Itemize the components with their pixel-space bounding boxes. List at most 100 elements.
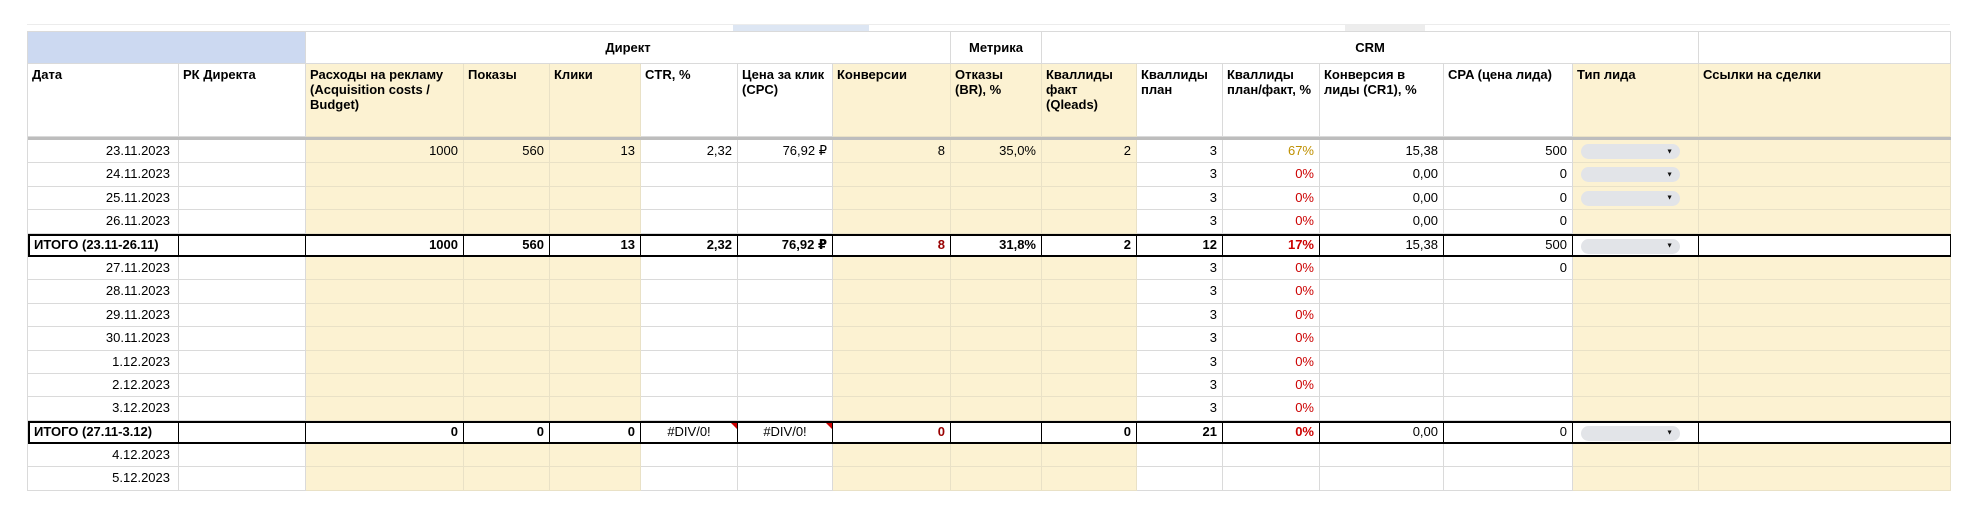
value-cell[interactable] xyxy=(550,327,641,351)
value-cell[interactable] xyxy=(1444,327,1573,351)
value-cell[interactable] xyxy=(833,397,951,421)
value-cell[interactable] xyxy=(1320,256,1444,281)
value-cell[interactable] xyxy=(1320,327,1444,351)
value-cell[interactable] xyxy=(1042,256,1137,281)
value-cell[interactable] xyxy=(1699,163,1951,187)
header-cell[interactable]: Дата xyxy=(28,64,179,137)
value-cell[interactable] xyxy=(179,280,306,304)
value-cell[interactable] xyxy=(1042,163,1137,187)
value-cell[interactable]: 35,0% xyxy=(951,140,1042,164)
value-cell[interactable] xyxy=(738,210,833,234)
value-cell[interactable] xyxy=(179,397,306,421)
header-cell[interactable]: Цена за клик (CPC) xyxy=(738,64,833,137)
value-cell[interactable] xyxy=(306,327,464,351)
value-cell[interactable] xyxy=(833,444,951,468)
value-cell[interactable] xyxy=(951,256,1042,281)
value-cell[interactable] xyxy=(1137,467,1223,491)
value-cell[interactable]: 2 xyxy=(1042,140,1137,164)
value-cell[interactable] xyxy=(464,256,550,281)
value-cell[interactable] xyxy=(951,210,1042,234)
value-cell[interactable] xyxy=(1699,373,1951,398)
value-cell[interactable] xyxy=(1320,280,1444,304)
value-cell[interactable] xyxy=(550,163,641,187)
value-cell[interactable] xyxy=(306,256,464,281)
value-cell[interactable] xyxy=(1137,444,1223,468)
value-cell[interactable] xyxy=(1223,444,1320,468)
value-cell[interactable] xyxy=(1699,210,1951,234)
value-cell[interactable] xyxy=(306,444,464,468)
value-cell[interactable] xyxy=(1699,467,1951,491)
value-cell[interactable] xyxy=(306,467,464,491)
value-cell[interactable] xyxy=(951,350,1042,374)
value-cell[interactable] xyxy=(1042,397,1137,421)
value-cell[interactable] xyxy=(641,327,738,351)
value-cell[interactable]: 0 xyxy=(1444,186,1573,211)
value-cell[interactable]: 0% xyxy=(1223,373,1320,398)
value-cell[interactable] xyxy=(179,256,306,281)
value-cell[interactable] xyxy=(641,256,738,281)
value-cell[interactable]: 3 xyxy=(1137,140,1223,164)
value-cell[interactable] xyxy=(1573,397,1699,421)
value-cell[interactable] xyxy=(1444,397,1573,421)
value-cell[interactable]: 0,00 xyxy=(1320,163,1444,187)
value-cell[interactable]: 3 xyxy=(1137,280,1223,304)
value-cell[interactable] xyxy=(464,210,550,234)
date-cell[interactable]: 3.12.2023 xyxy=(28,397,179,421)
header-cell[interactable]: Конверсия в лиды (CR1), % xyxy=(1320,64,1444,137)
value-cell[interactable] xyxy=(641,186,738,211)
value-cell[interactable]: 12 xyxy=(1137,233,1223,257)
value-cell[interactable] xyxy=(1444,350,1573,374)
value-cell[interactable] xyxy=(464,280,550,304)
value-cell[interactable] xyxy=(464,186,550,211)
value-cell[interactable]: 31,8% xyxy=(951,233,1042,257)
value-cell[interactable] xyxy=(641,350,738,374)
value-cell[interactable] xyxy=(738,373,833,398)
value-cell[interactable]: 0 xyxy=(1444,210,1573,234)
value-cell[interactable]: 0 xyxy=(1444,420,1573,445)
value-cell[interactable]: 0% xyxy=(1223,397,1320,421)
value-cell[interactable] xyxy=(464,373,550,398)
value-cell[interactable] xyxy=(738,467,833,491)
value-cell[interactable] xyxy=(641,373,738,398)
value-cell[interactable] xyxy=(1573,467,1699,491)
value-cell[interactable] xyxy=(1223,467,1320,491)
value-cell[interactable] xyxy=(738,186,833,211)
value-cell[interactable] xyxy=(738,350,833,374)
value-cell[interactable] xyxy=(550,373,641,398)
lead-type-dropdown[interactable]: ▼ xyxy=(1581,425,1680,441)
value-cell[interactable] xyxy=(550,210,641,234)
value-cell[interactable]: 15,38 xyxy=(1320,140,1444,164)
value-cell[interactable]: 13 xyxy=(550,140,641,164)
value-cell[interactable]: 0% xyxy=(1223,186,1320,211)
header-cell[interactable]: Ссылки на сделки xyxy=(1699,64,1951,137)
value-cell[interactable] xyxy=(1320,444,1444,468)
value-cell[interactable] xyxy=(833,186,951,211)
value-cell[interactable]: ▼ xyxy=(1573,163,1699,187)
value-cell[interactable] xyxy=(1573,210,1699,234)
value-cell[interactable] xyxy=(1699,186,1951,211)
value-cell[interactable]: ▼ xyxy=(1573,233,1699,257)
group-cell-директ[interactable]: Директ xyxy=(306,32,951,64)
value-cell[interactable] xyxy=(550,256,641,281)
header-cell[interactable]: Тип лида xyxy=(1573,64,1699,137)
value-cell[interactable] xyxy=(833,467,951,491)
header-cell[interactable]: Кваллиды план xyxy=(1137,64,1223,137)
value-cell[interactable]: 3 xyxy=(1137,210,1223,234)
value-cell[interactable]: 2,32 xyxy=(641,140,738,164)
value-cell[interactable]: 0 xyxy=(1444,256,1573,281)
value-cell[interactable] xyxy=(179,373,306,398)
date-cell[interactable]: 23.11.2023 xyxy=(28,140,179,164)
date-cell[interactable]: 1.12.2023 xyxy=(28,350,179,374)
value-cell[interactable] xyxy=(738,280,833,304)
date-cell[interactable]: 26.11.2023 xyxy=(28,210,179,234)
value-cell[interactable]: 76,92 ₽ xyxy=(738,140,833,164)
value-cell[interactable]: 3 xyxy=(1137,397,1223,421)
value-cell[interactable] xyxy=(1320,397,1444,421)
value-cell[interactable] xyxy=(738,256,833,281)
value-cell[interactable] xyxy=(1444,467,1573,491)
value-cell[interactable]: 0% xyxy=(1223,327,1320,351)
value-cell[interactable] xyxy=(464,397,550,421)
value-cell[interactable] xyxy=(1042,467,1137,491)
date-cell[interactable]: 29.11.2023 xyxy=(28,303,179,328)
value-cell[interactable]: 3 xyxy=(1137,303,1223,328)
